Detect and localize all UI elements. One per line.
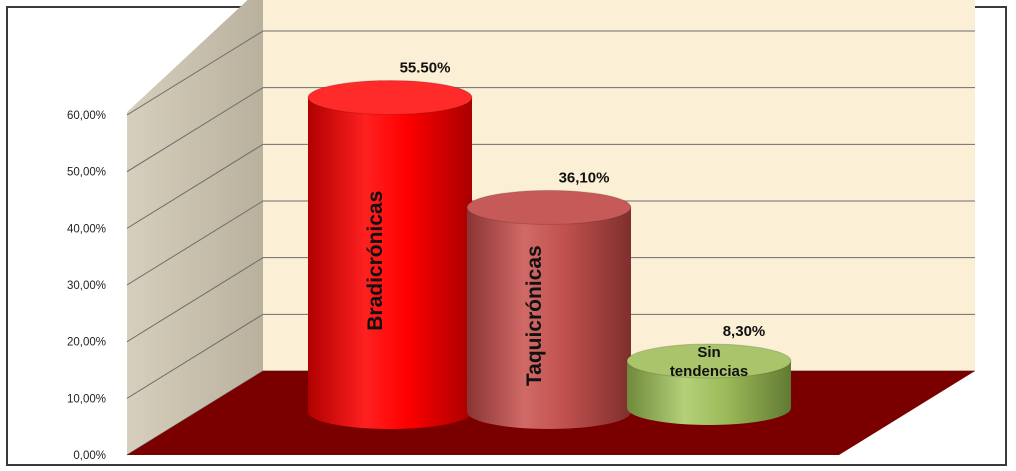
gridline <box>126 143 975 229</box>
bar-1: 36,10% Taquicrónicas <box>466 169 632 429</box>
gridline <box>126 313 975 399</box>
y-tick-label: 30,00% <box>67 280 106 292</box>
bar-top <box>626 343 792 379</box>
y-tick-label: 60,00% <box>67 110 106 122</box>
bar-body <box>627 360 791 425</box>
category-label: Sin <box>697 344 720 361</box>
category-label: tendencias <box>670 363 748 380</box>
category-label: Bradicrónicas <box>364 191 387 331</box>
bar-body <box>308 97 472 429</box>
bar-2: 8,30%Sin tendencias <box>626 323 792 425</box>
y-tick-label: 20,00% <box>67 337 106 349</box>
value-label: 36,10% <box>559 169 610 186</box>
gridline <box>126 87 975 173</box>
bar-0: 55.50% Bradicrónicas <box>307 59 473 429</box>
bar-top <box>307 79 473 115</box>
value-label: 8,30% <box>723 323 766 340</box>
y-tick-label: 0,00% <box>73 450 106 462</box>
gridline <box>126 257 975 343</box>
value-label: 55.50% <box>400 59 451 76</box>
y-tick-label: 10,00% <box>67 393 106 405</box>
category-label: Taquicrónicas <box>523 245 546 386</box>
gridline <box>126 30 975 116</box>
y-tick-label: 40,00% <box>67 223 106 235</box>
bar-top <box>466 189 632 225</box>
y-tick-label: 50,00% <box>67 167 106 179</box>
bar-body <box>467 207 631 429</box>
gridline <box>126 200 975 286</box>
side-wall <box>127 0 263 455</box>
